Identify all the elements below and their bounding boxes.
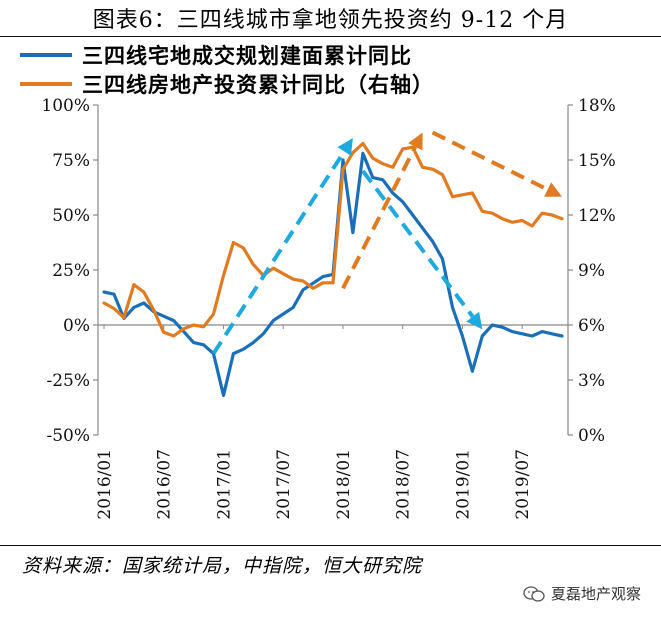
trend-arrow-line (431, 130, 549, 192)
x-tick-label: 2017/07 (274, 449, 294, 520)
left-tick-label: 50% (52, 206, 90, 226)
legend-item-residential-land: 三四线宅地成交规划建面累计同比 (20, 40, 434, 69)
legend-swatch-orange (20, 81, 72, 86)
legend-label: 三四线房地产投资累计同比（右轴） (82, 71, 434, 97)
right-tick-label: 15% (578, 151, 616, 171)
series-layer (102, 141, 564, 397)
x-tick-label: 2016/01 (95, 449, 115, 520)
x-tick-label: 2018/01 (334, 449, 354, 520)
trend-arrow-head (337, 138, 353, 156)
title-rule (0, 36, 661, 37)
watermark: 夏磊地产观察 (523, 583, 641, 604)
left-tick-label: -50% (46, 426, 90, 446)
source-rule (0, 545, 661, 546)
x-tick-label: 2018/07 (394, 449, 414, 520)
axes: 100% 75% 50% 25% 0% -25% -50% 18% 15% 12% 9% 6% 3% 0%… (41, 96, 615, 520)
legend-swatch-blue (20, 52, 72, 57)
right-tick-label: 9% (578, 261, 605, 281)
watermark-text: 夏磊地产观察 (550, 585, 641, 603)
legend-label: 三四线宅地成交规划建面累计同比 (82, 42, 412, 68)
left-tick-label: 100% (41, 96, 90, 116)
trend-arrow-line (211, 150, 346, 355)
legend-item-real-estate-investment: 三四线房地产投资累计同比（右轴） (20, 69, 434, 98)
left-tick-label: -25% (46, 371, 90, 391)
trend-arrows (211, 130, 562, 355)
source-note: 资料来源：国家统计局，中指院，恒大研究院 (22, 555, 423, 577)
right-tick-label: 12% (578, 206, 616, 226)
chart-title: 图表6：三四线城市拿地领先投资约 9-12 个月 (92, 8, 569, 33)
trend-arrow-head (544, 182, 562, 197)
left-tick-label: 0% (63, 316, 90, 336)
x-tick-label: 2016/07 (155, 449, 175, 520)
trend-arrow-head (408, 132, 423, 151)
trend-arrow-line (341, 145, 418, 290)
x-tick-label: 2019/07 (513, 449, 533, 520)
line-chart: 100% 75% 50% 25% 0% -25% -50% 18% 15% 12% 9% 6% 3% 0%… (41, 96, 615, 520)
left-tick-label: 75% (52, 151, 90, 171)
wechat-icon (523, 585, 545, 602)
legend: 三四线宅地成交规划建面累计同比 三四线房地产投资累计同比（右轴） (20, 40, 434, 98)
series-line-investment (102, 141, 564, 338)
x-tick-label: 2017/01 (214, 449, 234, 520)
right-tick-label: 18% (578, 96, 616, 116)
x-tick-label: 2019/01 (453, 449, 473, 520)
right-tick-label: 0% (578, 426, 605, 446)
trend-arrow-head (466, 311, 483, 330)
left-tick-label: 25% (52, 261, 90, 281)
right-tick-label: 6% (578, 316, 605, 336)
right-tick-label: 3% (578, 371, 605, 391)
trend-arrow-line (361, 169, 475, 318)
